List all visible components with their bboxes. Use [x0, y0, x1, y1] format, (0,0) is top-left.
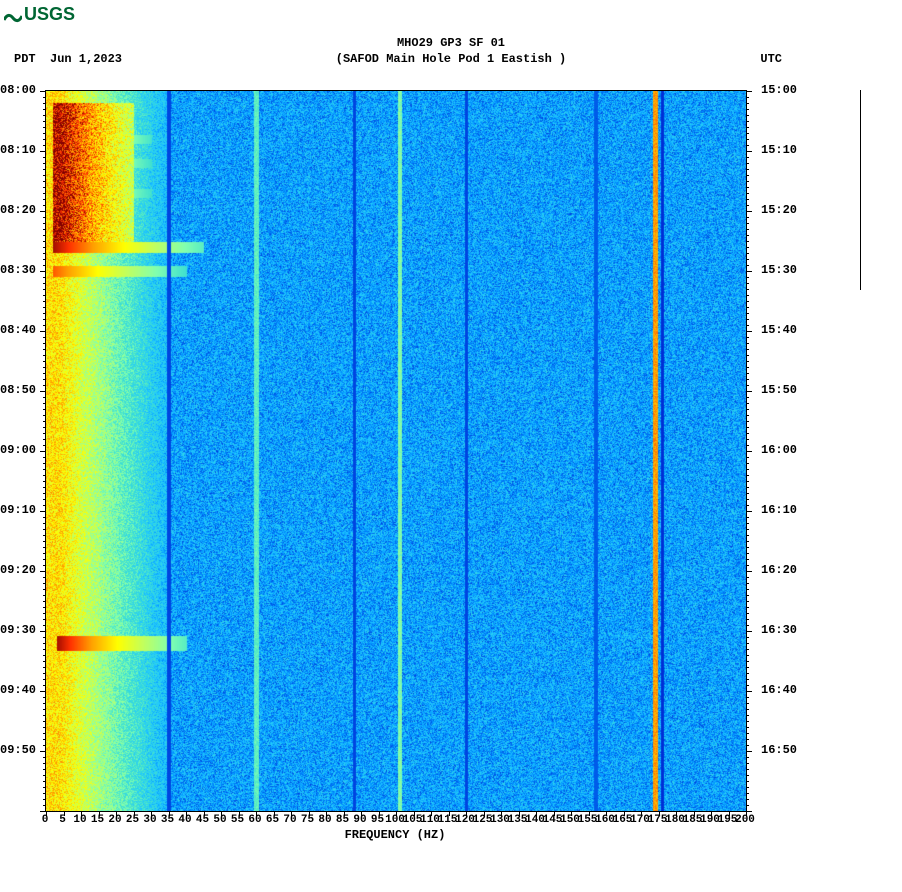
y-right-tick: 15:30 — [761, 263, 797, 277]
x-tick: 50 — [213, 814, 226, 826]
y-right-tick: 15:10 — [761, 143, 797, 157]
x-tick: 200 — [735, 814, 755, 826]
date-label: Jun 1,2023 — [50, 52, 122, 66]
y-left-tick: 09:50 — [0, 743, 43, 757]
y-left-tick: 08:30 — [0, 263, 43, 277]
y-axis-right-labels: 15:0015:1015:2015:3015:4015:5016:0016:10… — [745, 90, 815, 810]
y-left-tick: 08:50 — [0, 383, 43, 397]
x-tick: 0 — [42, 814, 49, 826]
x-tick: 80 — [318, 814, 331, 826]
x-tick: 95 — [371, 814, 384, 826]
x-tick: 15 — [91, 814, 104, 826]
x-tick: 75 — [301, 814, 314, 826]
spectrogram-canvas — [46, 91, 746, 811]
y-right-tick: 16:10 — [761, 503, 797, 517]
side-reference-bar — [860, 90, 861, 290]
x-tick: 10 — [73, 814, 86, 826]
y-left-tick: 08:00 — [0, 83, 43, 97]
chart-title-line1: MHO29 GP3 SF 01 — [0, 36, 902, 50]
y-left-tick: 09:00 — [0, 443, 43, 457]
logo-text: USGS — [24, 4, 75, 25]
x-tick: 20 — [108, 814, 121, 826]
y-right-tick: 15:00 — [761, 83, 797, 97]
y-right-tick: 16:00 — [761, 443, 797, 457]
y-right-tick: 15:50 — [761, 383, 797, 397]
y-right-tick: 16:40 — [761, 683, 797, 697]
x-tick: 90 — [353, 814, 366, 826]
x-axis-title: FREQUENCY (HZ) — [45, 828, 745, 842]
y-left-tick: 08:40 — [0, 323, 43, 337]
x-tick: 40 — [178, 814, 191, 826]
y-left-tick: 09:30 — [0, 623, 43, 637]
x-tick: 25 — [126, 814, 139, 826]
y-left-tick: 09:20 — [0, 563, 43, 577]
y-left-tick: 09:40 — [0, 683, 43, 697]
spectrogram-plot — [45, 90, 747, 812]
x-tick: 60 — [248, 814, 261, 826]
y-right-tick: 16:20 — [761, 563, 797, 577]
y-right-tick: 15:40 — [761, 323, 797, 337]
x-tick: 65 — [266, 814, 279, 826]
y-left-tick: 08:10 — [0, 143, 43, 157]
x-tick: 55 — [231, 814, 244, 826]
y-right-tick: 15:20 — [761, 203, 797, 217]
y-axis-left-labels: 08:0008:1008:2008:3008:4008:5009:0009:10… — [0, 90, 45, 810]
x-tick: 85 — [336, 814, 349, 826]
left-timezone-label: PDT — [14, 52, 36, 66]
x-tick: 45 — [196, 814, 209, 826]
y-right-tick: 16:50 — [761, 743, 797, 757]
x-tick: 30 — [143, 814, 156, 826]
x-tick: 70 — [283, 814, 296, 826]
x-tick: 35 — [161, 814, 174, 826]
usgs-logo: USGS — [4, 4, 75, 25]
y-right-tick: 16:30 — [761, 623, 797, 637]
wave-icon — [4, 8, 22, 22]
y-left-tick: 08:20 — [0, 203, 43, 217]
y-left-tick: 09:10 — [0, 503, 43, 517]
x-tick: 5 — [59, 814, 66, 826]
right-timezone-label: UTC — [760, 52, 782, 66]
